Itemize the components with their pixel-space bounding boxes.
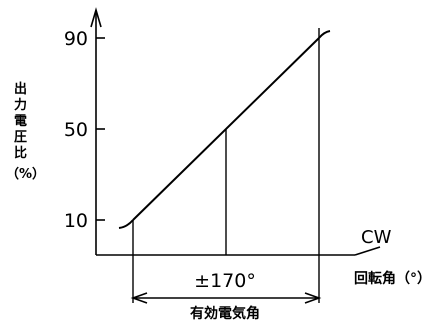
y-ticks: 10 50 90 [64,28,105,232]
cw-indicator-line [354,246,381,256]
y-axis-title: 出 力 電 圧 比 （%） [6,81,45,182]
y-label-char-4: 圧 [14,130,27,145]
y-tick-label-10: 10 [64,210,88,232]
x-axis-title: 回転角（°） [354,270,431,287]
y-tick-label-50: 50 [64,119,88,141]
cw-label: CW [361,227,392,248]
reference-lines [132,28,320,303]
y-label-char-2: 力 [14,97,27,113]
effective-angle-span: ±170° 有効電気角 [130,270,322,322]
y-label-char-1: 出 [14,81,27,97]
y-label-char-5: 比 [14,145,27,161]
span-arrowhead-left [130,292,148,304]
span-arrowhead-right [304,292,322,304]
y-label-char-3: 電 [14,114,27,129]
span-label: ±170° [194,270,256,292]
y-label-char-6: （%） [6,166,45,182]
y-axis-arrowhead [90,7,102,28]
y-tick-label-90: 90 [64,28,88,50]
series [118,30,331,229]
line-tail-start [118,219,134,229]
span-caption: 有効電気角 [190,305,260,322]
data-line [132,37,320,221]
line-tail-end [318,30,331,39]
